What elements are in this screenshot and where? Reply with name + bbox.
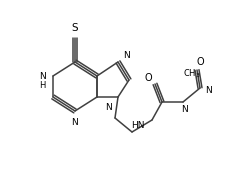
Text: O: O: [144, 73, 152, 83]
Text: N: N: [40, 71, 46, 80]
Text: N: N: [182, 105, 188, 114]
Text: O: O: [196, 57, 204, 67]
Text: H: H: [39, 80, 45, 90]
Text: S: S: [72, 23, 78, 33]
Text: N: N: [105, 102, 111, 111]
Text: HN: HN: [131, 122, 145, 131]
Text: N: N: [124, 50, 130, 59]
Text: N: N: [205, 85, 211, 94]
Text: N: N: [72, 117, 78, 126]
Text: CH$_3$: CH$_3$: [183, 68, 201, 80]
